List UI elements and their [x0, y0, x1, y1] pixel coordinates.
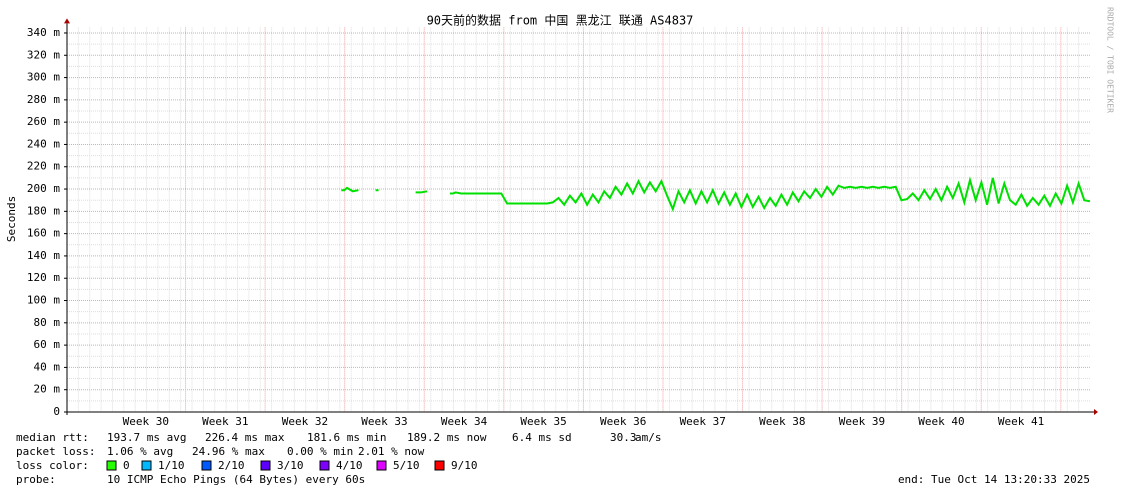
loss-color-label: 0	[123, 459, 130, 472]
y-tick-label: 240 m	[27, 137, 60, 150]
y-tick-label: 160 m	[27, 227, 60, 240]
loss-color-swatch	[201, 460, 212, 471]
probe-text: 10 ICMP Echo Pings (64 Bytes) every 60s	[107, 473, 365, 486]
y-tick-label: 40 m	[34, 360, 61, 373]
loss-color-swatch	[319, 460, 330, 471]
median-rtt-text: 193.7 ms avg	[107, 431, 186, 444]
y-tick-label: 320 m	[27, 48, 60, 61]
y-tick-label: 220 m	[27, 160, 60, 173]
packet-loss-text: 2.01 % now	[358, 445, 425, 458]
packet-loss-text: 24.96 % max	[192, 445, 265, 458]
x-tick-label: Week 41	[998, 415, 1044, 428]
y-axis-label: Seconds	[5, 196, 18, 242]
y-tick-label: 60 m	[34, 338, 61, 351]
median-rtt-text: 189.2 ms now	[407, 431, 487, 444]
packet-loss-text: packet loss:	[16, 445, 95, 458]
y-tick-label: 120 m	[27, 271, 60, 284]
loss-color-label: 9/10	[451, 459, 478, 472]
loss-color-swatch	[106, 460, 117, 471]
y-tick-label: 20 m	[34, 383, 61, 396]
x-tick-label: Week 39	[839, 415, 885, 428]
x-tick-label: Week 31	[202, 415, 248, 428]
loss-color-label: 5/10	[393, 459, 420, 472]
rtt-line	[341, 176, 1091, 212]
loss-color-swatch	[434, 460, 445, 471]
y-tick-label: 280 m	[27, 93, 60, 106]
probe-label: probe:	[16, 473, 56, 486]
median-rtt-text: median rtt:	[16, 431, 89, 444]
y-tick-label: 0	[53, 405, 60, 418]
loss-color-swatch	[376, 460, 387, 471]
x-tick-label: Week 38	[759, 415, 805, 428]
loss-color-swatch	[260, 460, 271, 471]
y-tick-label: 80 m	[34, 316, 61, 329]
loss-color-label: loss color:	[16, 459, 89, 472]
x-tick-label: Week 36	[600, 415, 646, 428]
x-tick-label: Week 35	[520, 415, 566, 428]
watermark: RRDTOOL / TOBI OETIKER	[1106, 7, 1115, 113]
x-tick-label: Week 40	[918, 415, 964, 428]
x-tick-label: Week 32	[282, 415, 328, 428]
y-tick-label: 140 m	[27, 249, 60, 262]
packet-loss-text: 1.06 % avg	[107, 445, 173, 458]
median-rtt-text: 30.3	[610, 431, 637, 444]
end-time: end: Tue Oct 14 13:20:33 2025	[898, 473, 1090, 486]
y-tick-label: 200 m	[27, 182, 60, 195]
loss-color-label: 3/10	[277, 459, 304, 472]
packet-loss-text: 0.00 % min	[287, 445, 353, 458]
x-tick-label: Week 37	[680, 415, 726, 428]
median-rtt-text: 226.4 ms max	[205, 431, 285, 444]
y-tick-label: 300 m	[27, 71, 60, 84]
loss-color-swatch	[141, 460, 152, 471]
loss-color-label: 1/10	[158, 459, 185, 472]
y-tick-label: 180 m	[27, 204, 60, 217]
y-tick-label: 100 m	[27, 294, 60, 307]
median-rtt-text: am/s	[635, 431, 662, 444]
x-axis-arrow	[1094, 409, 1098, 415]
x-tick-label: Week 30	[123, 415, 169, 428]
y-tick-label: 260 m	[27, 115, 60, 128]
loss-color-label: 4/10	[336, 459, 363, 472]
y-tick-label: 340 m	[27, 26, 60, 39]
x-tick-label: Week 33	[361, 415, 407, 428]
loss-color-label: 2/10	[218, 459, 245, 472]
median-rtt-text: 181.6 ms min	[307, 431, 386, 444]
x-tick-label: Week 34	[441, 415, 488, 428]
median-rtt-text: 6.4 ms sd	[512, 431, 572, 444]
y-axis-arrow	[64, 18, 70, 24]
chart-title: 90天前的数据 from 中国 黑龙江 联通 AS4837	[427, 13, 694, 28]
